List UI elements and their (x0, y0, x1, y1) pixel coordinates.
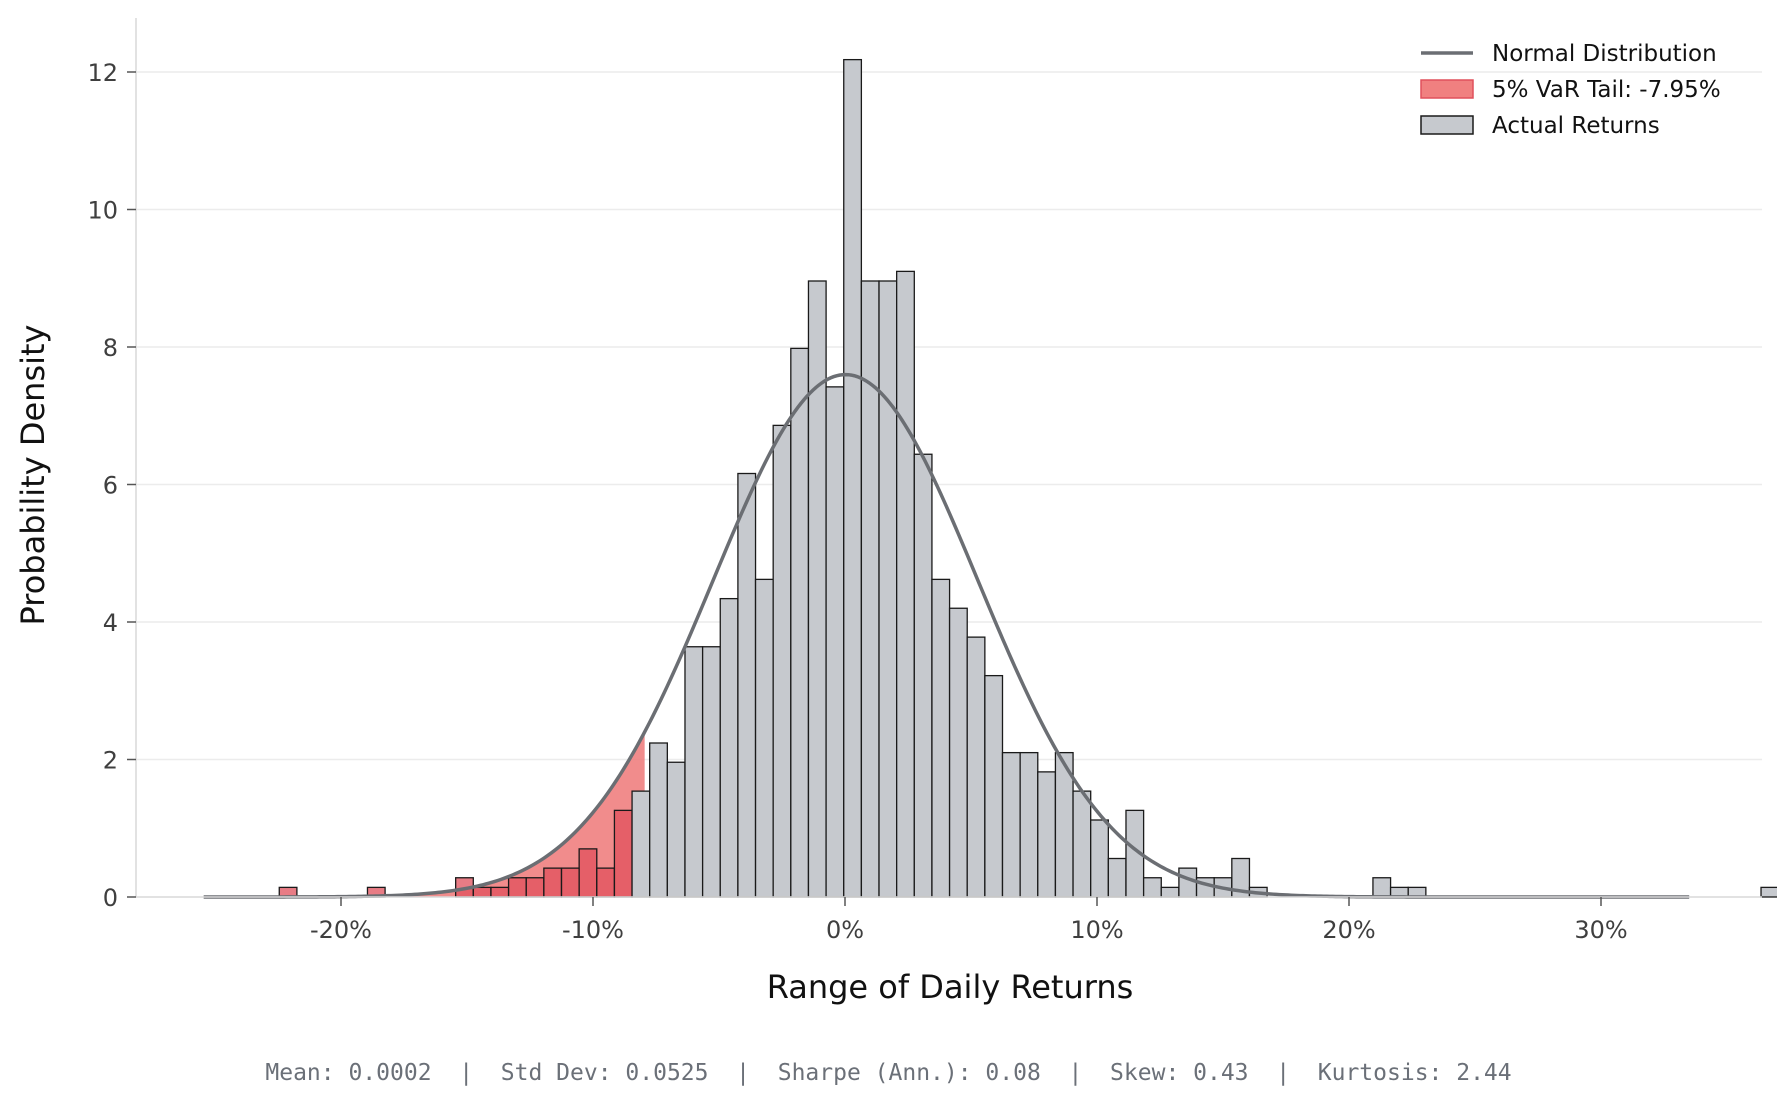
y-axis-ticks: 0 2 4 6 8 10 12 (87, 59, 136, 912)
histogram-bar (807, 280, 827, 898)
histogram-bar (878, 280, 898, 898)
y-tick-label: 12 (87, 59, 118, 87)
histogram-bar (754, 578, 774, 898)
histogram-bar (1090, 819, 1109, 898)
histogram-bar (1760, 886, 1777, 898)
histogram-bar (984, 674, 1004, 898)
legend-tail-swatch (1420, 79, 1474, 99)
histogram-bars (278, 58, 1777, 898)
x-tick-label: 10% (1070, 916, 1123, 944)
legend-label: 5% VaR Tail: -7.95% (1492, 77, 1721, 103)
legend-label: Actual Returns (1492, 113, 1660, 139)
histogram-bar (1001, 751, 1021, 898)
grid-lines (136, 71, 1762, 761)
histogram-bar (1019, 751, 1039, 898)
y-tick-label: 8 (103, 334, 118, 362)
histogram-bar (860, 280, 880, 898)
histogram-bar (1037, 771, 1057, 898)
histogram-bar (719, 597, 739, 898)
legend-label: Normal Distribution (1492, 41, 1717, 67)
x-tick-label: 30% (1574, 916, 1627, 944)
tail-bar (525, 877, 545, 898)
y-tick-label: 6 (103, 472, 118, 500)
histogram-bar (649, 742, 668, 898)
y-tick-label: 0 (103, 884, 118, 912)
x-axis-label: Range of Daily Returns (767, 968, 1134, 1006)
x-tick-label: -20% (310, 916, 372, 944)
tail-bar (596, 867, 616, 898)
histogram-bar (1107, 857, 1127, 898)
y-axis-label: Probability Density (14, 325, 52, 626)
x-tick-label: 20% (1322, 916, 1375, 944)
histogram-bar (931, 578, 951, 898)
y-tick-label: 10 (87, 197, 118, 225)
axes (135, 18, 1762, 898)
tail-bar (578, 848, 598, 898)
histogram-bar (913, 453, 933, 898)
y-tick-label: 4 (103, 609, 118, 637)
legend: Normal Distribution 5% VaR Tail: -7.95% Ac… (1420, 41, 1721, 139)
tail-bar (560, 867, 580, 898)
stats-summary: Mean: 0.0002 | Std Dev: 0.0525 | Sharpe … (265, 1060, 1512, 1086)
x-tick-label: 0% (826, 916, 864, 944)
tail-bar (543, 867, 563, 898)
histogram-bar (790, 347, 810, 898)
histogram-bar (896, 270, 915, 898)
histogram-bar (843, 58, 863, 898)
tail-bar (490, 886, 510, 898)
y-tick-label: 2 (103, 747, 118, 775)
histogram-bar (1142, 877, 1162, 898)
tail-bar (613, 809, 633, 898)
histogram-bar (1372, 877, 1392, 898)
histogram-bar (1072, 790, 1092, 898)
histogram-bar (1160, 886, 1180, 898)
histogram-bar (772, 424, 792, 898)
histogram-bar (701, 646, 721, 898)
histogram-bar (631, 790, 651, 898)
histogram-bar (1178, 867, 1198, 898)
x-tick-label: -10% (562, 916, 624, 944)
histogram-bar (948, 607, 968, 898)
histogram-bar (966, 636, 986, 898)
histogram-bar (684, 646, 704, 898)
tail-bar (472, 886, 492, 898)
histogram-bar (737, 472, 757, 898)
legend-bars-swatch (1420, 115, 1474, 135)
x-axis-ticks: -20% -10% 0% 10% 20% 30% (310, 897, 1628, 944)
histogram-bar (825, 386, 845, 898)
tail-bar (507, 877, 527, 898)
histogram-bar (666, 761, 686, 898)
